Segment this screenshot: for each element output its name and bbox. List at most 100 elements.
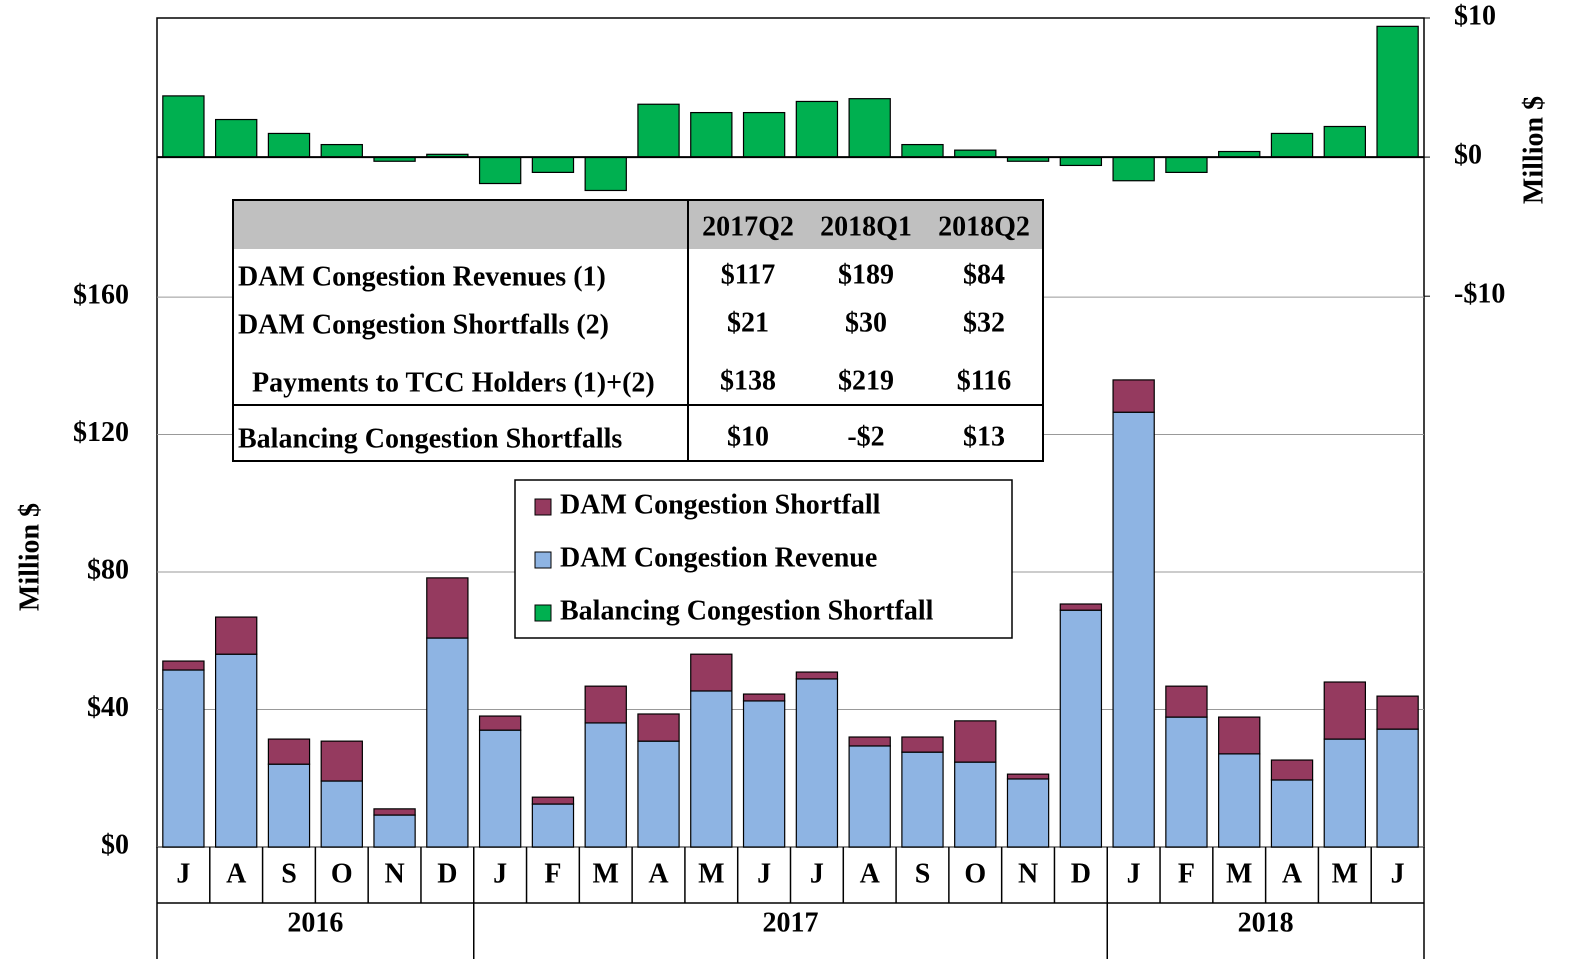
bar <box>1112 156 1155 182</box>
table-cell: $138 <box>720 365 776 396</box>
bar-segment <box>637 740 680 848</box>
legend-label: DAM Congestion Revenue <box>560 542 877 573</box>
bar <box>954 149 997 158</box>
bar <box>848 98 891 158</box>
bar <box>1270 132 1314 158</box>
bar-segment <box>478 715 522 731</box>
bar-segment <box>1323 738 1367 848</box>
year-label: 2017 <box>763 907 819 938</box>
y2-tick-label: -$10 <box>1454 279 1505 310</box>
y-axis-title: Million $ <box>14 503 45 611</box>
bar-segment <box>1112 379 1155 413</box>
bar-segment <box>1006 778 1050 848</box>
bar-segment <box>584 685 627 724</box>
bar <box>1376 25 1419 158</box>
bar-segment <box>320 740 363 782</box>
bar-segment <box>584 722 627 848</box>
legend-swatch <box>534 551 552 569</box>
bar <box>637 103 680 158</box>
bar <box>320 143 363 158</box>
table-header: 2018Q2 <box>938 211 1030 242</box>
x-tick-label: N <box>1018 858 1038 889</box>
bar-segment <box>531 803 575 848</box>
x-tick-label: M <box>593 858 619 889</box>
table-cell: $189 <box>838 259 894 290</box>
x-tick-label: A <box>648 858 669 889</box>
bar-segment <box>162 669 205 848</box>
bar-segment <box>742 700 786 848</box>
bar-segment <box>1165 716 1208 848</box>
legend-swatch <box>534 498 552 516</box>
bar-segment <box>267 763 311 848</box>
bar-segment <box>795 678 839 848</box>
x-tick-label: J <box>757 858 771 889</box>
bar-segment <box>1165 685 1208 718</box>
y2-tick-label: $10 <box>1454 0 1496 31</box>
table-row-label: Balancing Congestion Shortfalls <box>238 423 622 454</box>
x-tick-label: D <box>1071 858 1091 889</box>
bar <box>162 95 205 158</box>
bar-segment <box>901 751 944 848</box>
x-tick-label: A <box>860 858 881 889</box>
bar-segment <box>1376 695 1419 730</box>
bar-segment <box>373 814 416 848</box>
bar-segment <box>1270 759 1314 781</box>
table-bg <box>233 249 1043 461</box>
x-tick-label: J <box>176 858 190 889</box>
table-header: 2018Q1 <box>820 211 912 242</box>
table-cell: $13 <box>963 421 1005 452</box>
x-tick-label: M <box>698 858 724 889</box>
bar-segment <box>1376 728 1419 848</box>
table-cell: $21 <box>727 307 769 338</box>
y-tick-label: $40 <box>87 692 129 723</box>
bar-segment <box>320 780 363 848</box>
bar <box>1165 156 1208 173</box>
bar-segment <box>531 796 575 805</box>
bar <box>901 143 944 158</box>
bar-segment <box>1059 603 1103 611</box>
table-cell: $117 <box>721 259 775 290</box>
bar-segment <box>742 693 786 702</box>
table-row-label: DAM Congestion Revenues (1) <box>238 261 606 292</box>
y-tick-label: $0 <box>101 829 129 860</box>
table-cell: $10 <box>727 421 769 452</box>
bar <box>478 156 522 185</box>
x-tick-label: D <box>437 858 457 889</box>
legend-label: Balancing Congestion Shortfall <box>560 595 934 626</box>
y2-tick-label: $0 <box>1454 140 1482 171</box>
table-cell: $30 <box>845 307 887 338</box>
bar-segment <box>426 637 469 848</box>
bar <box>531 156 575 173</box>
table-row-label: DAM Congestion Shortfalls (2) <box>238 309 609 340</box>
bar <box>584 156 627 192</box>
y2-axis-title: Million $ <box>1518 96 1549 204</box>
x-tick-label: J <box>493 858 507 889</box>
x-tick-label: M <box>1226 858 1252 889</box>
legend-swatch <box>534 604 552 622</box>
table-header: 2017Q2 <box>702 211 794 242</box>
table-cell: $32 <box>963 307 1005 338</box>
x-tick-label: S <box>281 858 297 889</box>
bar-segment <box>214 616 258 655</box>
x-tick-label: F <box>1178 858 1195 889</box>
x-tick-label: O <box>964 858 986 889</box>
table-cell: $219 <box>838 365 894 396</box>
bar-segment <box>1270 779 1314 848</box>
bar-segment <box>267 738 311 765</box>
bar-segment <box>637 713 680 742</box>
legend-label: DAM Congestion Shortfall <box>560 489 881 520</box>
bar-segment <box>954 720 997 763</box>
y-tick-label: $160 <box>73 280 129 311</box>
x-tick-label: F <box>544 858 561 889</box>
legend-box <box>514 479 1013 639</box>
table-cell: -$2 <box>847 421 884 452</box>
bar <box>267 132 311 158</box>
bar-segment <box>795 671 839 680</box>
bar-segment <box>1218 716 1261 755</box>
bar-segment <box>478 729 522 848</box>
y-tick-label: $80 <box>87 554 129 585</box>
table-header-bg <box>233 200 1043 249</box>
year-label: 2018 <box>1238 907 1294 938</box>
